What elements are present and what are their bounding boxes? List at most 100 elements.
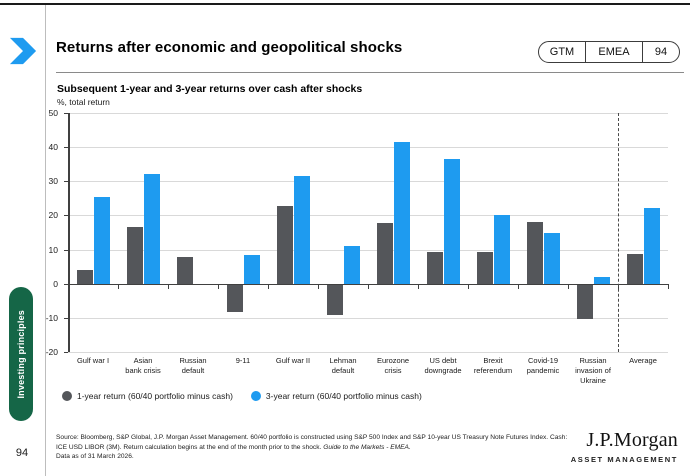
x-axis-tick-10 xyxy=(568,283,569,289)
top-border-line xyxy=(0,3,690,5)
bar-chart-plot-area xyxy=(64,113,669,353)
y-tick-label-40: 40 xyxy=(48,142,58,153)
y-axis-tick--10 xyxy=(64,317,68,319)
data-as-of-text: Data as of 31 March 2026. xyxy=(56,453,134,461)
gridline--20 xyxy=(68,352,668,353)
bar-3yr-gulf-war-ii xyxy=(293,176,310,284)
chart-unit-label: %, total return xyxy=(57,97,110,107)
gtm-badge: GTM EMEA 94 xyxy=(538,41,680,63)
x-label-brexit-referendum: Brexit referendum xyxy=(473,356,513,375)
x-axis-tick-8 xyxy=(468,283,469,289)
x-label-covid-19-pandemic: Covid-19 pandemic xyxy=(526,356,560,375)
y-tick-label-50: 50 xyxy=(48,108,58,118)
bar-3yr-lehman-default xyxy=(343,245,360,284)
x-axis-tick-3 xyxy=(218,283,219,289)
gridline--10 xyxy=(68,317,668,319)
section-tab-investing-principles[interactable]: Investing principles xyxy=(9,287,33,421)
bar-1yr-lehman-default xyxy=(326,283,343,316)
page-title: Returns after economic and geopolitical … xyxy=(56,39,403,56)
x-axis-tick-9 xyxy=(518,283,519,289)
bar-1yr-9-11 xyxy=(226,283,243,313)
source-text-italic: Guide to the Markets - EMEA. xyxy=(323,443,411,451)
x-axis-tick-6 xyxy=(368,283,369,289)
y-axis-tick-40 xyxy=(64,147,68,149)
gridline-50 xyxy=(68,113,668,114)
x-axis-tick-4 xyxy=(268,283,269,289)
y-axis-tick-20 xyxy=(64,215,68,217)
bar-1yr-gulf-war-i xyxy=(76,270,93,284)
chart-legend: 1-year return (60/40 portfolio minus cas… xyxy=(62,391,422,401)
badge-page-number: 94 xyxy=(642,42,679,62)
y-axis-line xyxy=(68,113,70,352)
section-tab-label: Investing principles xyxy=(16,309,26,399)
legend-label-3-year: 3-year return (60/40 portfolio minus cas… xyxy=(265,391,422,401)
bar-1yr-russian-invasion-of-ukraine xyxy=(576,283,593,319)
y-axis-tick-30 xyxy=(64,181,68,183)
jpmorgan-logo-wordmark: J.P.Morgan xyxy=(586,429,678,451)
x-label-average: Average xyxy=(629,356,657,365)
y-tick-label--20: -20 xyxy=(45,347,58,357)
x-label-us-debt-downgrade: US debt downgrade xyxy=(424,356,462,375)
gridline-10 xyxy=(68,249,668,251)
source-text-main: Source: Bloomberg, S&P Global, J.P. Morg… xyxy=(56,434,568,451)
bar-1yr-eurozone-crisis xyxy=(376,222,393,284)
sidebar-page-number: 94 xyxy=(15,447,29,459)
x-axis-tick-2 xyxy=(168,283,169,289)
bar-1yr-us-debt-downgrade xyxy=(426,251,443,284)
bar-3yr-brexit-referendum xyxy=(493,214,510,284)
bar-1yr-russian-default xyxy=(176,257,193,284)
x-label-asian-bank-crisis: Asian bank crisis xyxy=(125,356,161,375)
legend-dot-1-year xyxy=(62,391,72,401)
x-label-lehman-default: Lehman default xyxy=(329,356,357,375)
bar-1yr-asian-bank-crisis xyxy=(126,227,143,284)
bar-3yr-covid-19-pandemic xyxy=(543,232,560,284)
header-rule xyxy=(56,72,684,73)
x-axis-category-labels: Gulf war I Asian bank crisis Russian defau… xyxy=(68,356,668,385)
x-label-russian-invasion-of-ukraine: Russian invasion of Ukraine xyxy=(575,356,611,385)
x-label-russian-default: Russian default xyxy=(179,356,207,375)
legend-label-1-year: 1-year return (60/40 portfolio minus cas… xyxy=(77,391,233,401)
bar-1yr-gulf-war-ii xyxy=(276,206,293,284)
y-tick-label-0: 0 xyxy=(53,278,58,289)
chevron-right-icon xyxy=(9,37,37,65)
bar-3yr-9-11 xyxy=(243,255,260,284)
x-label-gulf-war-ii: Gulf war II xyxy=(275,356,311,365)
y-tick-label-20: 20 xyxy=(48,210,58,221)
legend-item-3-year: 3-year return (60/40 portfolio minus cas… xyxy=(250,391,422,401)
bar-1yr-covid-19-pandemic xyxy=(526,222,543,284)
bar-3yr-asian-bank-crisis xyxy=(143,174,160,284)
gridline-30 xyxy=(68,181,668,183)
x-label-9-11: 9-11 xyxy=(235,356,251,365)
y-axis-tick-10 xyxy=(64,249,68,251)
y-axis-tick-0 xyxy=(64,283,68,285)
x-axis-tick-1 xyxy=(118,283,119,289)
y-tick-label-10: 10 xyxy=(48,244,58,255)
bar-3yr-us-debt-downgrade xyxy=(443,159,460,284)
badge-gtm-label: GTM xyxy=(549,46,575,58)
y-axis-tick-50 xyxy=(64,113,68,114)
gridline-20 xyxy=(68,215,668,217)
bar-3yr-russian-invasion-of-ukraine xyxy=(593,276,610,284)
y-tick-label--10: -10 xyxy=(45,312,58,323)
sidebar-divider-line xyxy=(45,5,46,476)
jpmorgan-logo-subtitle: ASSET MANAGEMENT xyxy=(570,455,678,464)
badge-region-label: EMEA xyxy=(585,42,642,62)
bar-1yr-average xyxy=(626,254,643,284)
bar-1yr-brexit-referendum xyxy=(476,252,493,284)
y-axis-tick-labels: -20 -10 0 10 20 30 40 50 xyxy=(34,108,64,357)
legend-item-1-year: 1-year return (60/40 portfolio minus cas… xyxy=(62,391,233,401)
average-separator-dashed-line xyxy=(618,113,619,352)
x-axis-tick-5 xyxy=(318,283,319,289)
legend-dot-3-year xyxy=(250,391,261,401)
chart-subtitle: Subsequent 1-year and 3-year returns ove… xyxy=(57,83,363,95)
bar-3yr-average xyxy=(643,207,660,284)
jpmorgan-logo: J.P.Morgan ASSET MANAGEMENT xyxy=(556,429,678,464)
bar-3yr-gulf-war-i xyxy=(93,197,110,284)
x-axis-tick-7 xyxy=(418,283,419,289)
bar-3yr-eurozone-crisis xyxy=(393,142,410,284)
x-label-gulf-war-i: Gulf war I xyxy=(76,356,110,365)
source-text: Source: Bloomberg, S&P Global, J.P. Morg… xyxy=(56,433,570,462)
y-axis-tick--20 xyxy=(64,352,68,353)
y-tick-label-30: 30 xyxy=(48,176,58,187)
